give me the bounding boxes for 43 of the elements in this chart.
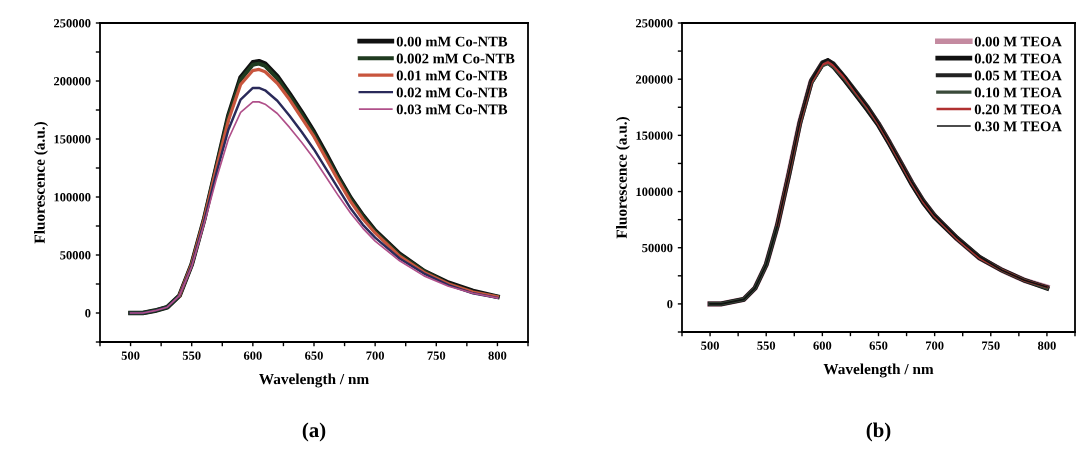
x-tick-label: 600 bbox=[813, 341, 832, 350]
x-axis-title: Wavelength / nm bbox=[259, 373, 369, 388]
y-tick-label: 200000 bbox=[636, 75, 673, 84]
y-tick-label: 100000 bbox=[636, 187, 673, 197]
x-tick-label: 800 bbox=[1037, 341, 1056, 350]
x-tick-label: 550 bbox=[757, 341, 776, 350]
x-tick-label: 500 bbox=[121, 351, 140, 360]
legend-label: 0.30 M TEOA bbox=[974, 121, 1062, 132]
x-tick-label: 750 bbox=[427, 351, 446, 360]
x-tick-label: 650 bbox=[869, 341, 888, 350]
legend-label: 0.02 mM Co-NTB bbox=[396, 87, 508, 98]
y-axis-title: Fluorescence (a.u.) bbox=[34, 122, 48, 244]
legend-label: 0.00 mM Co-NTB bbox=[396, 36, 508, 47]
y-tick-label: 50000 bbox=[642, 243, 673, 253]
x-tick-label: 800 bbox=[488, 351, 507, 360]
x-axis-title: Wavelength / nm bbox=[823, 363, 934, 378]
legend-label: 0.10 M TEOA bbox=[974, 87, 1062, 98]
x-tick-label: 700 bbox=[925, 341, 944, 350]
y-tick-label: 0 bbox=[85, 309, 91, 318]
y-tick-label: 150000 bbox=[54, 135, 91, 144]
y-tick-label: 50000 bbox=[60, 251, 91, 260]
x-tick-label: 700 bbox=[366, 351, 385, 360]
x-tick-label: 500 bbox=[701, 341, 719, 350]
legend-label: 0.20 M TEOA bbox=[974, 104, 1062, 115]
legend-label: 0.00 M TEOA bbox=[974, 36, 1062, 47]
legend-label: 0.05 M TEOA bbox=[974, 70, 1062, 81]
y-tick-label: 250000 bbox=[636, 19, 673, 28]
text: (b) bbox=[866, 422, 891, 442]
legend-label: 0.03 mM Co-NTB bbox=[396, 104, 508, 115]
legend-label: 0.02 M TEOA bbox=[974, 53, 1062, 64]
legend-label: 0.002 mM Co-NTB bbox=[396, 53, 515, 64]
y-tick-label: 150000 bbox=[636, 131, 673, 140]
y-tick-label: 0 bbox=[667, 299, 673, 309]
y-tick-label: 100000 bbox=[54, 193, 91, 202]
y-axis-title: Fluorescence (a.u.) bbox=[616, 117, 630, 239]
y-tick-label: 200000 bbox=[54, 77, 91, 86]
x-tick-label: 650 bbox=[305, 351, 323, 360]
y-tick-label: 250000 bbox=[54, 19, 91, 28]
x-tick-label: 750 bbox=[982, 341, 1000, 350]
legend-label: 0.01 mM Co-NTB bbox=[396, 70, 508, 81]
x-tick-label: 600 bbox=[243, 351, 262, 360]
x-tick-label: 550 bbox=[182, 351, 201, 360]
text: (a) bbox=[302, 422, 326, 442]
